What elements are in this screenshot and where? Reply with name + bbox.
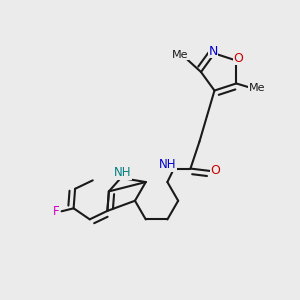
Text: Me: Me <box>172 50 189 60</box>
Text: O: O <box>210 164 220 177</box>
Text: Me: Me <box>248 83 265 93</box>
Text: NH: NH <box>114 166 131 179</box>
Text: NH: NH <box>159 158 177 171</box>
Text: O: O <box>234 52 244 64</box>
Text: F: F <box>53 205 59 218</box>
Text: N: N <box>208 45 218 58</box>
